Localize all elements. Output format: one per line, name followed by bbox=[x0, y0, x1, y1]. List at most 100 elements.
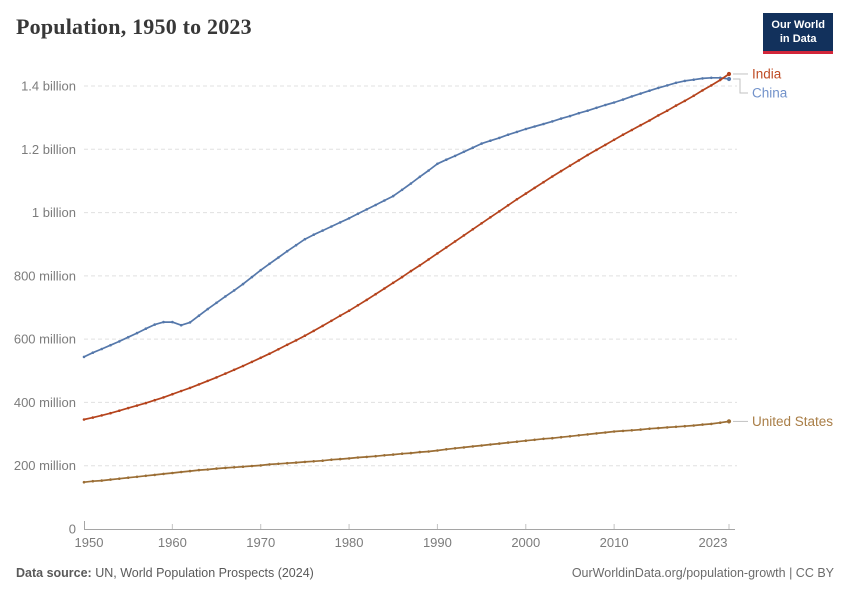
series-marker-india bbox=[197, 383, 201, 386]
series-marker-india bbox=[118, 409, 121, 413]
series-marker-china bbox=[153, 323, 156, 326]
series-marker-united-states bbox=[330, 458, 333, 462]
series-marker-india bbox=[665, 109, 669, 112]
series-marker-india bbox=[427, 258, 430, 261]
series-marker-china bbox=[197, 314, 201, 318]
series-label-india[interactable]: India bbox=[752, 66, 782, 81]
data-source-label: Data source: bbox=[16, 566, 92, 580]
series-marker-china bbox=[400, 188, 404, 192]
series-marker-india bbox=[445, 246, 448, 249]
series-marker-india bbox=[312, 329, 316, 333]
series-marker-united-states bbox=[453, 447, 457, 450]
series-marker-united-states bbox=[515, 440, 519, 444]
series-marker-united-states bbox=[303, 460, 307, 464]
series-marker-india bbox=[338, 314, 342, 318]
series-marker-united-states bbox=[568, 435, 572, 438]
series-marker-united-states bbox=[586, 433, 589, 436]
series-marker-china bbox=[542, 122, 545, 126]
series-marker-india bbox=[701, 89, 704, 92]
series-marker-united-states bbox=[91, 479, 95, 483]
series-marker-china bbox=[515, 130, 519, 134]
series-line-china[interactable] bbox=[83, 76, 730, 358]
series-line-united-states[interactable] bbox=[83, 420, 730, 484]
series-line-india[interactable] bbox=[83, 73, 730, 421]
series-marker-india bbox=[391, 281, 395, 285]
series-marker-china bbox=[718, 76, 722, 80]
series-marker-india bbox=[515, 198, 519, 201]
series-marker-india bbox=[621, 133, 625, 136]
series-marker-india bbox=[153, 398, 156, 402]
series-marker-india bbox=[126, 406, 130, 410]
series-marker-china bbox=[498, 136, 501, 140]
series-marker-india bbox=[630, 128, 634, 132]
series-marker-china bbox=[188, 321, 192, 324]
series-marker-china bbox=[232, 289, 236, 292]
series-marker-united-states bbox=[692, 424, 695, 427]
series-marker-united-states bbox=[232, 466, 236, 469]
series-marker-united-states bbox=[409, 451, 413, 455]
series-marker-united-states bbox=[462, 446, 466, 449]
series-marker-china bbox=[391, 194, 395, 198]
series-marker-china bbox=[701, 77, 704, 80]
series-marker-united-states bbox=[718, 421, 722, 425]
series-marker-india bbox=[453, 240, 457, 243]
series-marker-india bbox=[586, 153, 589, 157]
series-marker-india bbox=[480, 222, 483, 225]
series-marker-india bbox=[171, 392, 174, 396]
series-marker-united-states bbox=[383, 454, 386, 457]
x-tick-label: 1970 bbox=[246, 535, 275, 550]
series-marker-united-states bbox=[224, 466, 227, 470]
series-marker-india bbox=[524, 192, 528, 195]
series-marker-united-states bbox=[294, 461, 298, 464]
series-marker-india bbox=[551, 175, 554, 178]
y-tick-label: 800 million bbox=[14, 268, 76, 283]
series-marker-united-states bbox=[126, 476, 130, 480]
series-marker-china bbox=[586, 109, 589, 112]
series-marker-india bbox=[100, 414, 103, 417]
y-tick-label: 1 billion bbox=[32, 205, 76, 220]
series-marker-united-states bbox=[506, 441, 510, 444]
series-marker-china bbox=[533, 125, 536, 128]
series-marker-united-states bbox=[400, 452, 404, 456]
series-marker-united-states bbox=[533, 438, 536, 442]
series-marker-china bbox=[409, 182, 413, 185]
series-marker-united-states bbox=[374, 454, 377, 458]
x-tick-label: 1950 bbox=[75, 535, 104, 550]
series-label-china[interactable]: China bbox=[752, 85, 788, 100]
series-marker-united-states bbox=[524, 439, 528, 443]
series-marker-india bbox=[374, 292, 377, 296]
series-marker-india bbox=[215, 376, 218, 379]
series-marker-china bbox=[330, 225, 333, 228]
series-marker-united-states bbox=[135, 475, 139, 479]
series-marker-china bbox=[294, 243, 298, 247]
series-marker-india bbox=[303, 334, 307, 338]
series-marker-india bbox=[648, 119, 651, 122]
series-marker-china bbox=[604, 103, 607, 107]
series-marker-india bbox=[224, 372, 227, 375]
owid-logo[interactable]: Our World in Data bbox=[763, 13, 833, 54]
y-tick-label: 600 million bbox=[14, 332, 76, 347]
series-marker-china bbox=[383, 199, 386, 202]
series-marker-india bbox=[188, 386, 192, 390]
x-tick-label: 2010 bbox=[600, 535, 629, 550]
series-marker-india bbox=[294, 339, 298, 342]
series-marker-india bbox=[347, 309, 351, 313]
series-marker-india bbox=[162, 396, 165, 399]
series-marker-united-states bbox=[321, 459, 324, 463]
footer-citation-link[interactable]: OurWorldinData.org/population-growth | C… bbox=[571, 566, 834, 580]
series-marker-united-states bbox=[259, 464, 263, 467]
series-marker-china bbox=[82, 355, 86, 359]
series-marker-india bbox=[657, 114, 660, 117]
series-marker-india bbox=[259, 356, 263, 360]
series-marker-china bbox=[338, 221, 342, 224]
series-marker-india bbox=[91, 416, 95, 419]
series-marker-united-states bbox=[427, 450, 430, 453]
series-marker-china bbox=[612, 101, 616, 104]
series-marker-china bbox=[524, 127, 528, 131]
series-marker-united-states bbox=[542, 437, 545, 441]
series-marker-china bbox=[418, 175, 422, 179]
series-label-united-states[interactable]: United States bbox=[752, 414, 833, 429]
series-marker-china bbox=[453, 154, 457, 158]
series-marker-united-states bbox=[171, 471, 174, 475]
series-marker-china bbox=[356, 212, 360, 216]
